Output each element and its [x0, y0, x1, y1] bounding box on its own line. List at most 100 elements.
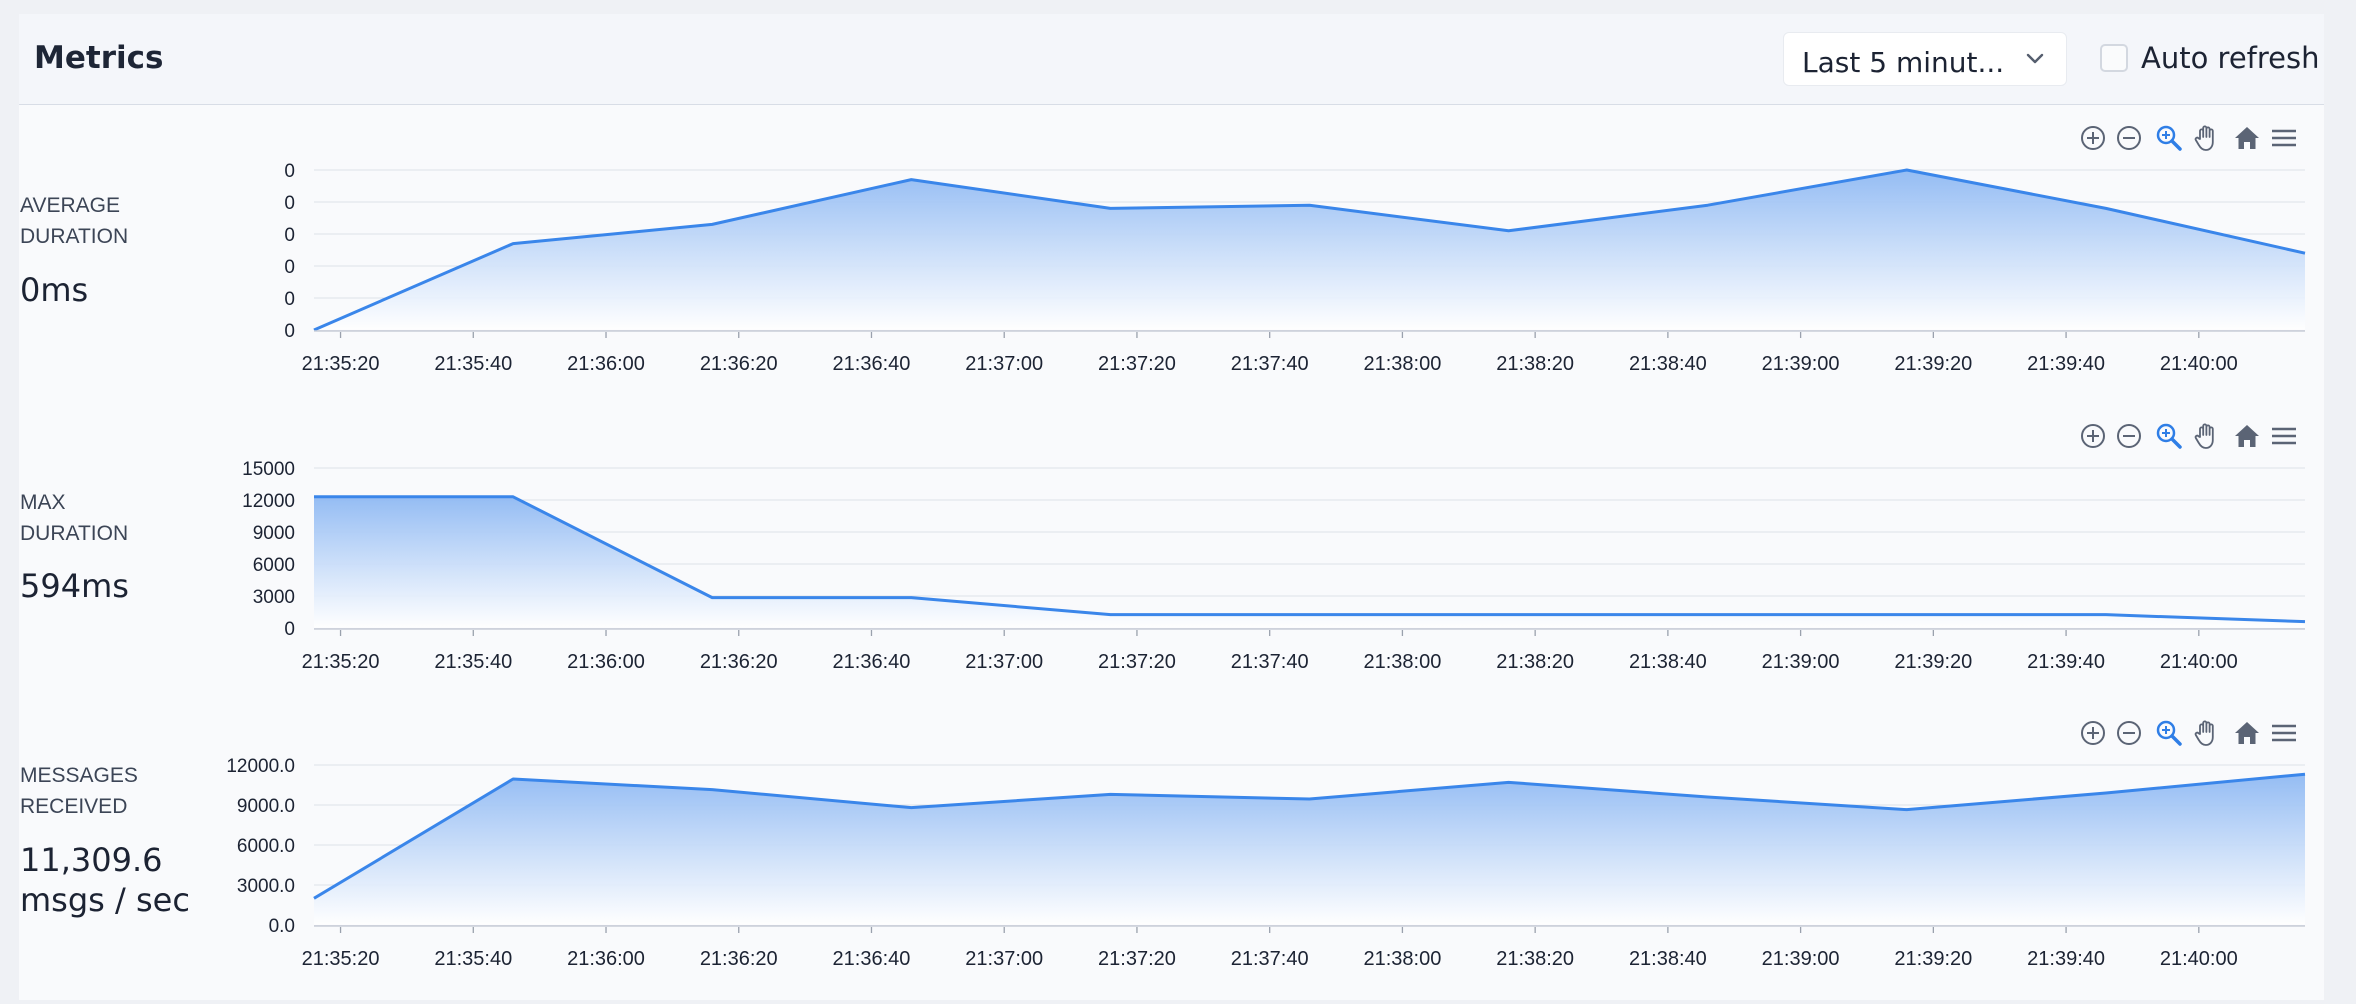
metric-value-messages-received: 11,309.6 msgs / sec [20, 840, 220, 920]
x-tick-label: 21:36:20 [700, 353, 778, 375]
x-tick-label: 21:36:20 [700, 948, 778, 970]
x-tick-label: 21:37:20 [1098, 353, 1176, 375]
metric-value-unit: msgs / sec [20, 881, 190, 919]
home-reset-icon[interactable] [2231, 122, 2263, 154]
metric-label-line: AVERAGE [20, 194, 120, 217]
y-tick-label: 0 [284, 321, 295, 342]
y-tick-label: 9000.0 [237, 796, 295, 817]
chart-svg: 0 0 0 0 0 0 21:35:20 21:35:40 21:36:00 21:36:20 21… [284, 161, 2306, 375]
zoom-selection-icon[interactable] [2153, 122, 2185, 154]
x-tick-label: 21:37:20 [1098, 948, 1176, 970]
x-tick-label: 21:35:20 [302, 353, 380, 375]
x-tick-label: 21:39:40 [2027, 948, 2105, 970]
y-tick-label: 12000 [242, 491, 295, 512]
x-tick-label: 21:40:00 [2160, 353, 2238, 375]
metric-label-line: DURATION [20, 225, 129, 248]
metric-label-line: MAX [20, 491, 66, 514]
x-tick-label: 21:39:40 [2027, 353, 2105, 375]
y-tick-label: 0 [284, 257, 295, 278]
time-range-value: Last 5 minut... [1802, 46, 2005, 79]
x-tick-label: 21:38:20 [1496, 651, 1574, 673]
x-tick-label: 21:35:40 [434, 651, 512, 673]
home-reset-icon[interactable] [2231, 717, 2263, 749]
x-tick-label: 21:37:00 [965, 651, 1043, 673]
x-tick-label: 21:35:20 [302, 948, 380, 970]
x-tick-label: 21:39:20 [1894, 948, 1972, 970]
x-tick-label: 21:36:40 [833, 651, 911, 673]
x-tick-label: 21:38:40 [1629, 353, 1707, 375]
y-tick-label: 9000 [253, 523, 295, 544]
zoom-in-icon[interactable] [2077, 420, 2109, 452]
x-tick-label: 21:36:00 [567, 948, 645, 970]
series-area [314, 170, 2305, 330]
panel-header: Metrics Last 5 minut... Auto refresh [19, 14, 2324, 105]
x-tick-label: 21:38:00 [1363, 948, 1441, 970]
x-tick-label: 21:37:40 [1231, 948, 1309, 970]
x-tick-label: 21:40:00 [2160, 948, 2238, 970]
y-tick-label: 0 [284, 289, 295, 310]
menu-icon[interactable] [2268, 420, 2300, 452]
x-tick-label: 21:37:20 [1098, 651, 1176, 673]
chart-toolbar [2077, 420, 2319, 454]
x-tick-label: 21:36:40 [833, 353, 911, 375]
zoom-selection-icon[interactable] [2153, 717, 2185, 749]
metric-label-line: RECEIVED [20, 795, 128, 818]
x-tick-label: 21:38:20 [1496, 353, 1574, 375]
y-tick-label: 0.0 [269, 916, 295, 937]
x-tick-label: 21:36:20 [700, 651, 778, 673]
y-tick-label: 3000.0 [237, 876, 295, 897]
x-tick-label: 21:39:20 [1894, 651, 1972, 673]
y-tick-label: 0 [284, 193, 295, 214]
metric-label-messages-received: MESSAGES RECEIVED [20, 760, 200, 822]
pan-hand-icon[interactable] [2191, 717, 2223, 749]
x-tick-label: 21:38:00 [1363, 651, 1441, 673]
home-reset-icon[interactable] [2231, 420, 2263, 452]
auto-refresh-label[interactable]: Auto refresh [2141, 41, 2320, 75]
x-tick-label: 21:36:40 [833, 948, 911, 970]
metric-value-max-duration: 594ms [20, 567, 129, 605]
average-duration-chart[interactable]: 0 0 0 0 0 0 21:35:20 21:35:40 21:36:00 21:36:20 21… [19, 108, 2324, 388]
metrics-panel: Metrics Last 5 minut... Auto refresh AVE… [19, 14, 2324, 1000]
chevron-down-icon [2026, 53, 2044, 64]
x-tick-label: 21:39:00 [1762, 353, 1840, 375]
x-tick-label: 21:38:40 [1629, 948, 1707, 970]
y-tick-label: 6000.0 [237, 836, 295, 857]
x-tick-label: 21:38:00 [1363, 353, 1441, 375]
chart-toolbar [2077, 717, 2319, 751]
metric-label-line: DURATION [20, 522, 129, 545]
y-tick-label: 6000 [253, 555, 295, 576]
pan-hand-icon[interactable] [2191, 122, 2223, 154]
series-area [314, 496, 2305, 628]
zoom-in-icon[interactable] [2077, 122, 2109, 154]
zoom-out-icon[interactable] [2113, 420, 2145, 452]
metric-value-average-duration: 0ms [20, 271, 89, 309]
x-tick-label: 21:39:20 [1894, 353, 1972, 375]
x-tick-label: 21:37:40 [1231, 353, 1309, 375]
x-tick-label: 21:39:00 [1762, 651, 1840, 673]
x-tick-label: 21:35:40 [434, 948, 512, 970]
menu-icon[interactable] [2268, 717, 2300, 749]
zoom-out-icon[interactable] [2113, 122, 2145, 154]
x-tick-label: 21:37:00 [965, 948, 1043, 970]
chart-svg: 0 3000 6000 9000 12000 15000 21:35:20 21:35:40 2… [242, 459, 2306, 673]
menu-icon[interactable] [2268, 122, 2300, 154]
x-tick-label: 21:36:00 [567, 353, 645, 375]
max-duration-chart[interactable]: 0 3000 6000 9000 12000 15000 21:35:20 21:35:40 2… [19, 406, 2324, 686]
x-tick-label: 21:40:00 [2160, 651, 2238, 673]
messages-received-chart[interactable]: 0.0 3000.0 6000.0 9000.0 12000.0 21:35:20 21:3… [19, 703, 2324, 983]
zoom-in-icon[interactable] [2077, 717, 2109, 749]
x-tick-label: 21:35:40 [434, 353, 512, 375]
page-title: Metrics [34, 40, 164, 76]
metric-label-max-duration: MAX DURATION [20, 487, 200, 549]
chart-toolbar [2077, 122, 2319, 156]
x-tick-label: 21:38:40 [1629, 651, 1707, 673]
x-tick-label: 21:38:20 [1496, 948, 1574, 970]
zoom-selection-icon[interactable] [2153, 420, 2185, 452]
time-range-select[interactable]: Last 5 minut... [1783, 32, 2067, 86]
zoom-out-icon[interactable] [2113, 717, 2145, 749]
metric-label-average-duration: AVERAGE DURATION [20, 190, 200, 252]
y-tick-label: 0 [284, 225, 295, 246]
x-tick-label: 21:35:20 [302, 651, 380, 673]
auto-refresh-checkbox[interactable] [2100, 44, 2128, 72]
pan-hand-icon[interactable] [2191, 420, 2223, 452]
